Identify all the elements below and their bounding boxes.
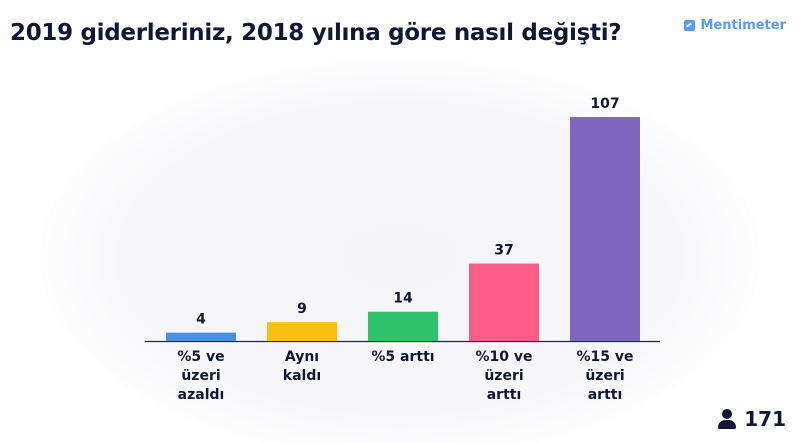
question-title: 2019 giderleriniz, 2018 yılına göre nası… xyxy=(10,20,622,46)
bar-value-label: 9 xyxy=(297,301,307,317)
category-label: Aynı kaldı xyxy=(283,349,321,384)
bar xyxy=(166,332,236,341)
bar-value-label: 107 xyxy=(590,96,619,112)
bar xyxy=(267,322,337,341)
bar xyxy=(469,263,539,341)
mentimeter-logo-icon xyxy=(683,20,695,31)
bar xyxy=(570,117,640,341)
participant-count-value: 171 xyxy=(744,407,786,431)
participant-count: 171 xyxy=(718,407,786,431)
bar xyxy=(368,311,438,341)
person-icon xyxy=(718,409,737,429)
category-label: %5 ve üzeri azaldı xyxy=(177,349,224,403)
brand-name: Mentimeter xyxy=(700,18,786,33)
bar-value-label: 14 xyxy=(393,291,413,307)
bar-value-label: 37 xyxy=(494,243,513,259)
bar-value-label: 4 xyxy=(196,312,206,328)
brand-logo: Mentimeter xyxy=(683,18,786,33)
category-label: %10 ve üzeri arttı xyxy=(475,349,532,403)
category-label: %15 ve üzeri arttı xyxy=(576,349,633,403)
category-label: %5 arttı xyxy=(371,349,434,365)
